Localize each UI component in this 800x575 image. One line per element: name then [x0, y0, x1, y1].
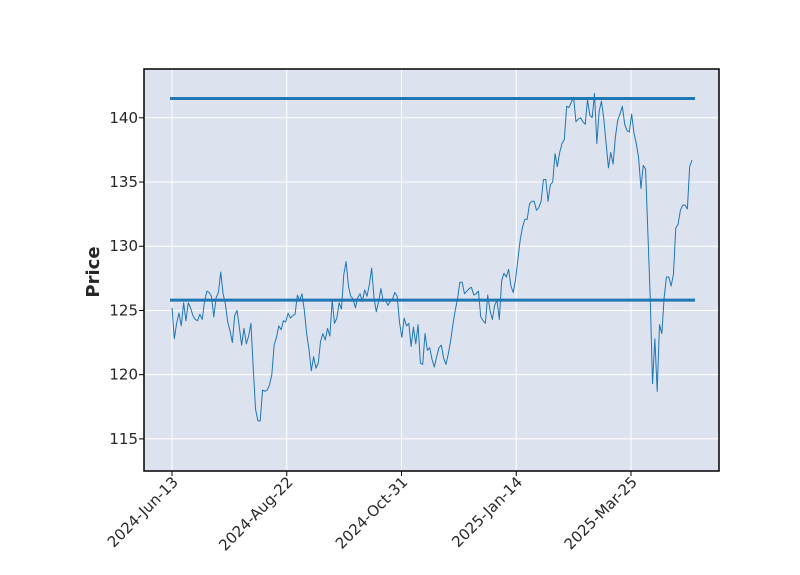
y-axis-ticks: 115 120 125 130 135 140	[109, 109, 144, 448]
y-tick-label: 125	[109, 301, 138, 319]
x-tick-label: 2024-Aug-22	[215, 473, 296, 554]
x-tick-label: 2025-Mar-25	[561, 473, 641, 553]
grid-lines	[144, 69, 719, 471]
y-tick-label: 130	[109, 237, 138, 255]
y-tick-label: 115	[109, 430, 138, 448]
y-axis-title: Price	[83, 246, 104, 297]
horizontal-reference-lines	[170, 97, 695, 302]
price-series-line	[171, 92, 693, 422]
x-tick-label: 2024-Oct-31	[332, 473, 412, 553]
y-tick-label: 140	[109, 109, 138, 127]
x-tick-label: 2025-Jan-14	[448, 473, 526, 551]
y-tick-label: 135	[109, 173, 138, 191]
plot-frame	[143, 68, 720, 472]
plot-background	[144, 69, 719, 471]
x-tick-label: 2024-Jun-13	[104, 473, 182, 551]
x-axis-ticks: 2024-Jun-13 2024-Aug-22 2024-Oct-31 2025-Ja…	[104, 471, 641, 554]
y-tick-label: 120	[109, 366, 138, 384]
